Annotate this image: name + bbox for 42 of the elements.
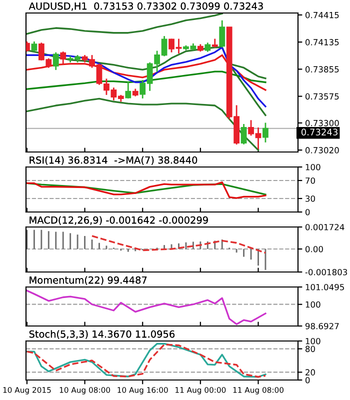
y-tick-label: 100 [306, 301, 320, 308]
candlestick [31, 40, 38, 52]
line-series [26, 290, 266, 326]
y-tick-label: 0 [305, 376, 310, 384]
y-tick-label: 100 [306, 164, 320, 170]
y-tick-label: 70 [306, 177, 315, 184]
line-series [26, 54, 266, 91]
candlestick [219, 20, 226, 48]
line-series [26, 181, 266, 199]
y-tick-label: 98.6927 [305, 322, 339, 330]
line-series [26, 70, 266, 90]
line-series [91, 235, 266, 254]
candlestick [204, 42, 211, 53]
y-tick-label: 0.00 [305, 246, 323, 252]
y-tick-label: 0 [305, 208, 310, 216]
y-tick-label: 100 [306, 338, 320, 344]
candlestick [262, 122, 268, 144]
y-tick-label: -0.001803 [305, 268, 348, 276]
candlestick [60, 50, 66, 64]
y-tick-label: 80 [306, 346, 315, 352]
y-tick-label: 0.73020 [305, 147, 339, 154]
chart-title: Momentum(22) 99.4487 [30, 276, 147, 285]
chart-title: Stoch(5,3,3) 14.3670 11.0956 [29, 330, 175, 339]
y-tick-label: 101.0495 [306, 284, 344, 290]
y-tick-label: 0.74135 [305, 39, 339, 46]
y-tick-label: 0.73575 [305, 93, 339, 100]
chart-title: MACD(12,26,9) -0.001642 -0.000299 [30, 216, 208, 225]
y-tick-label: 0.73855 [305, 66, 339, 72]
candlestick [240, 123, 247, 146]
candlestick [125, 80, 132, 100]
line-series [26, 98, 260, 151]
y-tick-label: 30 [306, 195, 315, 202]
y-tick-label: 0.001724 [305, 224, 344, 230]
y-tick-label: 0.73300 [305, 120, 339, 126]
chart-title: AUDUSD,H1 0.73153 0.73302 0.73099 0.73243 [28, 2, 263, 11]
y-tick-label: 0.74415 [305, 12, 339, 18]
line-series [232, 68, 266, 116]
y-tick-label: 20 [306, 369, 315, 376]
ref-line-label: 0.73243 [301, 128, 338, 136]
chart-title: RSI(14) 36.8314 ->MA(7) 38.8440 [30, 156, 198, 165]
line-series [26, 13, 223, 35]
candlestick [52, 52, 59, 71]
